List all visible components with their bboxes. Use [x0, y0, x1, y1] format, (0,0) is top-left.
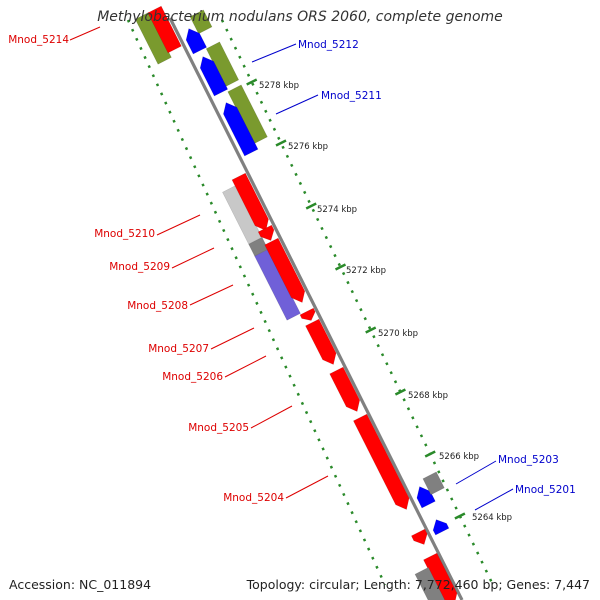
connector-mnod-5212 — [251, 43, 297, 63]
scale-label-5276: 5276 kbp — [288, 142, 328, 152]
scale-tick-4 — [334, 263, 347, 271]
scale-tick-3 — [305, 202, 317, 210]
genome-backbone — [168, 17, 464, 600]
right-dotted-track — [220, 19, 495, 586]
scale-label-5270: 5270 kbp — [378, 329, 418, 339]
scale-tick-2 — [275, 139, 287, 147]
blue-gene-mnod-5211[interactable] — [223, 102, 259, 157]
blue-gene-5212-b[interactable] — [199, 56, 229, 97]
scale-label-5274: 5274 kbp — [317, 205, 357, 215]
gene-label-mnod-5210[interactable]: Mnod_5210 — [94, 228, 155, 240]
scale-label-5272: 5272 kbp — [346, 266, 386, 276]
gene-label-mnod-5203[interactable]: Mnod_5203 — [498, 454, 559, 466]
connector-mnod-5208 — [189, 284, 234, 306]
blue-gene-mnod-5212[interactable] — [185, 28, 208, 55]
connector-mnod-5211 — [275, 94, 319, 115]
accession-text: Accession: NC_011894 — [9, 577, 152, 592]
gene-label-mnod-5211[interactable]: Mnod_5211 — [321, 90, 382, 102]
scale-tick-6 — [394, 388, 406, 396]
gene-label-mnod-5208[interactable]: Mnod_5208 — [127, 300, 188, 312]
scale-ticks — [246, 78, 466, 520]
map-title: Methylobacterium nodulans ORS 2060, comp… — [97, 9, 503, 25]
gene-label-mnod-5214[interactable]: Mnod_5214 — [8, 34, 69, 46]
gene-label-mnod-5212[interactable]: Mnod_5212 — [298, 39, 359, 51]
grey-gene-mnod-5202[interactable] — [422, 471, 445, 496]
scale-tick-1 — [246, 78, 258, 86]
connector-mnod-5209 — [171, 247, 215, 269]
connector-mnod-5204 — [285, 475, 329, 499]
gene-label-mnod-5205[interactable]: Mnod_5205 — [188, 422, 249, 434]
connector-mnod-5206 — [224, 355, 267, 378]
scale-tick-5 — [365, 326, 377, 334]
connector-mnod-5201 — [474, 488, 514, 511]
gene-label-mnod-5209[interactable]: Mnod_5209 — [109, 261, 170, 273]
left-dotted-track — [126, 19, 387, 586]
scale-label-5268: 5268 kbp — [408, 391, 448, 401]
gene-features — [134, 5, 458, 600]
red-gene-mnod-5209-small[interactable] — [257, 224, 275, 241]
red-gene-mnod-5204[interactable] — [352, 413, 410, 510]
connector-mnod-5207 — [210, 327, 255, 350]
blue-gene-mnod-5201[interactable] — [432, 519, 450, 536]
topology-text: Topology: circular; Length: 7,772,460 bp… — [246, 577, 590, 592]
connector-mnod-5203 — [455, 460, 497, 485]
scale-tick-8 — [454, 512, 466, 520]
purple-gene-mnod-5208[interactable] — [254, 248, 301, 321]
olive-gene-top-left[interactable] — [134, 11, 172, 65]
scale-label-5264: 5264 kbp — [472, 513, 512, 523]
olive-gene-top-right[interactable] — [189, 9, 213, 35]
red-gene-bottom-small[interactable] — [410, 528, 428, 545]
gene-label-mnod-5204[interactable]: Mnod_5204 — [223, 492, 284, 504]
gene-labels: Mnod_5214 Mnod_5212 Mnod_5211 Mnod_5210 … — [8, 34, 576, 504]
connector-mnod-5214 — [69, 26, 101, 41]
connector-mnod-5210 — [156, 214, 201, 236]
label-connectors — [69, 26, 514, 511]
scale-tick-7 — [424, 450, 436, 458]
red-gene-mnod-5207[interactable] — [299, 307, 316, 321]
gene-label-mnod-5201[interactable]: Mnod_5201 — [515, 484, 576, 496]
scale-label-5266: 5266 kbp — [439, 452, 479, 462]
grey-gene-bottom[interactable] — [414, 566, 449, 600]
blue-gene-mnod-5203[interactable] — [416, 486, 436, 509]
connector-mnod-5205 — [250, 405, 293, 429]
red-gene-mnod-5210[interactable] — [231, 172, 269, 231]
gene-label-mnod-5206[interactable]: Mnod_5206 — [162, 371, 223, 383]
scale-labels: 5278 kbp 5276 kbp 5274 kbp 5272 kbp 5270… — [259, 81, 512, 523]
red-gene-mnod-5206[interactable] — [305, 318, 337, 365]
gene-label-mnod-5207[interactable]: Mnod_5207 — [148, 343, 209, 355]
scale-label-5278: 5278 kbp — [259, 81, 299, 91]
red-gene-mnod-5214[interactable] — [147, 5, 182, 54]
red-gene-mnod-5209[interactable] — [264, 237, 306, 303]
red-gene-mnod-5205[interactable] — [329, 366, 361, 412]
